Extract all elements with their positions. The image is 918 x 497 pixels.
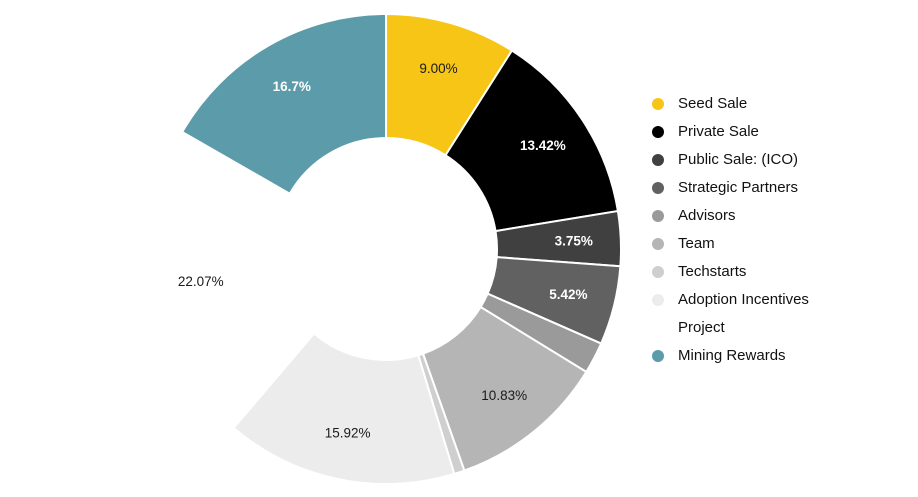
slice-adoption-incentives-project[interactable] (232, 332, 456, 485)
legend-swatch-icon (652, 154, 664, 166)
legend-swatch-icon (652, 238, 664, 250)
legend-item-label: Private Sale (678, 123, 759, 140)
slice-unlabeled[interactable] (150, 130, 316, 430)
legend-item-public-sale-ico[interactable]: Public Sale: (ICO) (652, 146, 830, 174)
legend-item-strategic-partners[interactable]: Strategic Partners (652, 174, 830, 202)
legend-item-label: Strategic Partners (678, 179, 799, 196)
legend: Seed Sale Private Sale Public Sale: (ICO) S… (652, 90, 830, 370)
legend-swatch-icon (652, 182, 664, 194)
legend-swatch-icon (652, 294, 664, 306)
legend-item-label: Team (678, 235, 715, 252)
legend-item-label: Seed Sale (678, 95, 748, 112)
legend-swatch-icon (652, 126, 664, 138)
legend-item-label: Advisors (678, 207, 736, 224)
legend-item-label: Public Sale: (ICO) (678, 151, 799, 168)
legend-item-seed-sale[interactable]: Seed Sale (652, 90, 830, 118)
legend-item-label: Techstarts (678, 263, 747, 280)
legend-swatch-icon (652, 350, 664, 362)
legend-swatch-icon (652, 266, 664, 278)
legend-item-techstarts[interactable]: Techstarts (652, 258, 830, 286)
legend-item-team[interactable]: Team (652, 230, 830, 258)
legend-item-mining-rewards[interactable]: Mining Rewards (652, 342, 830, 370)
legend-item-advisors[interactable]: Advisors (652, 202, 830, 230)
legend-item-private-sale[interactable]: Private Sale (652, 118, 830, 146)
legend-swatch-icon (652, 210, 664, 222)
slice-mining-rewards[interactable] (180, 12, 387, 196)
legend-item-adoption-incentives-project[interactable]: Adoption Incentives Project (652, 286, 830, 342)
legend-item-label: Mining Rewards (678, 347, 786, 364)
legend-item-label: Adoption Incentives Project (678, 291, 809, 336)
slice-private-sale[interactable] (444, 49, 620, 233)
legend-swatch-icon (652, 98, 664, 110)
